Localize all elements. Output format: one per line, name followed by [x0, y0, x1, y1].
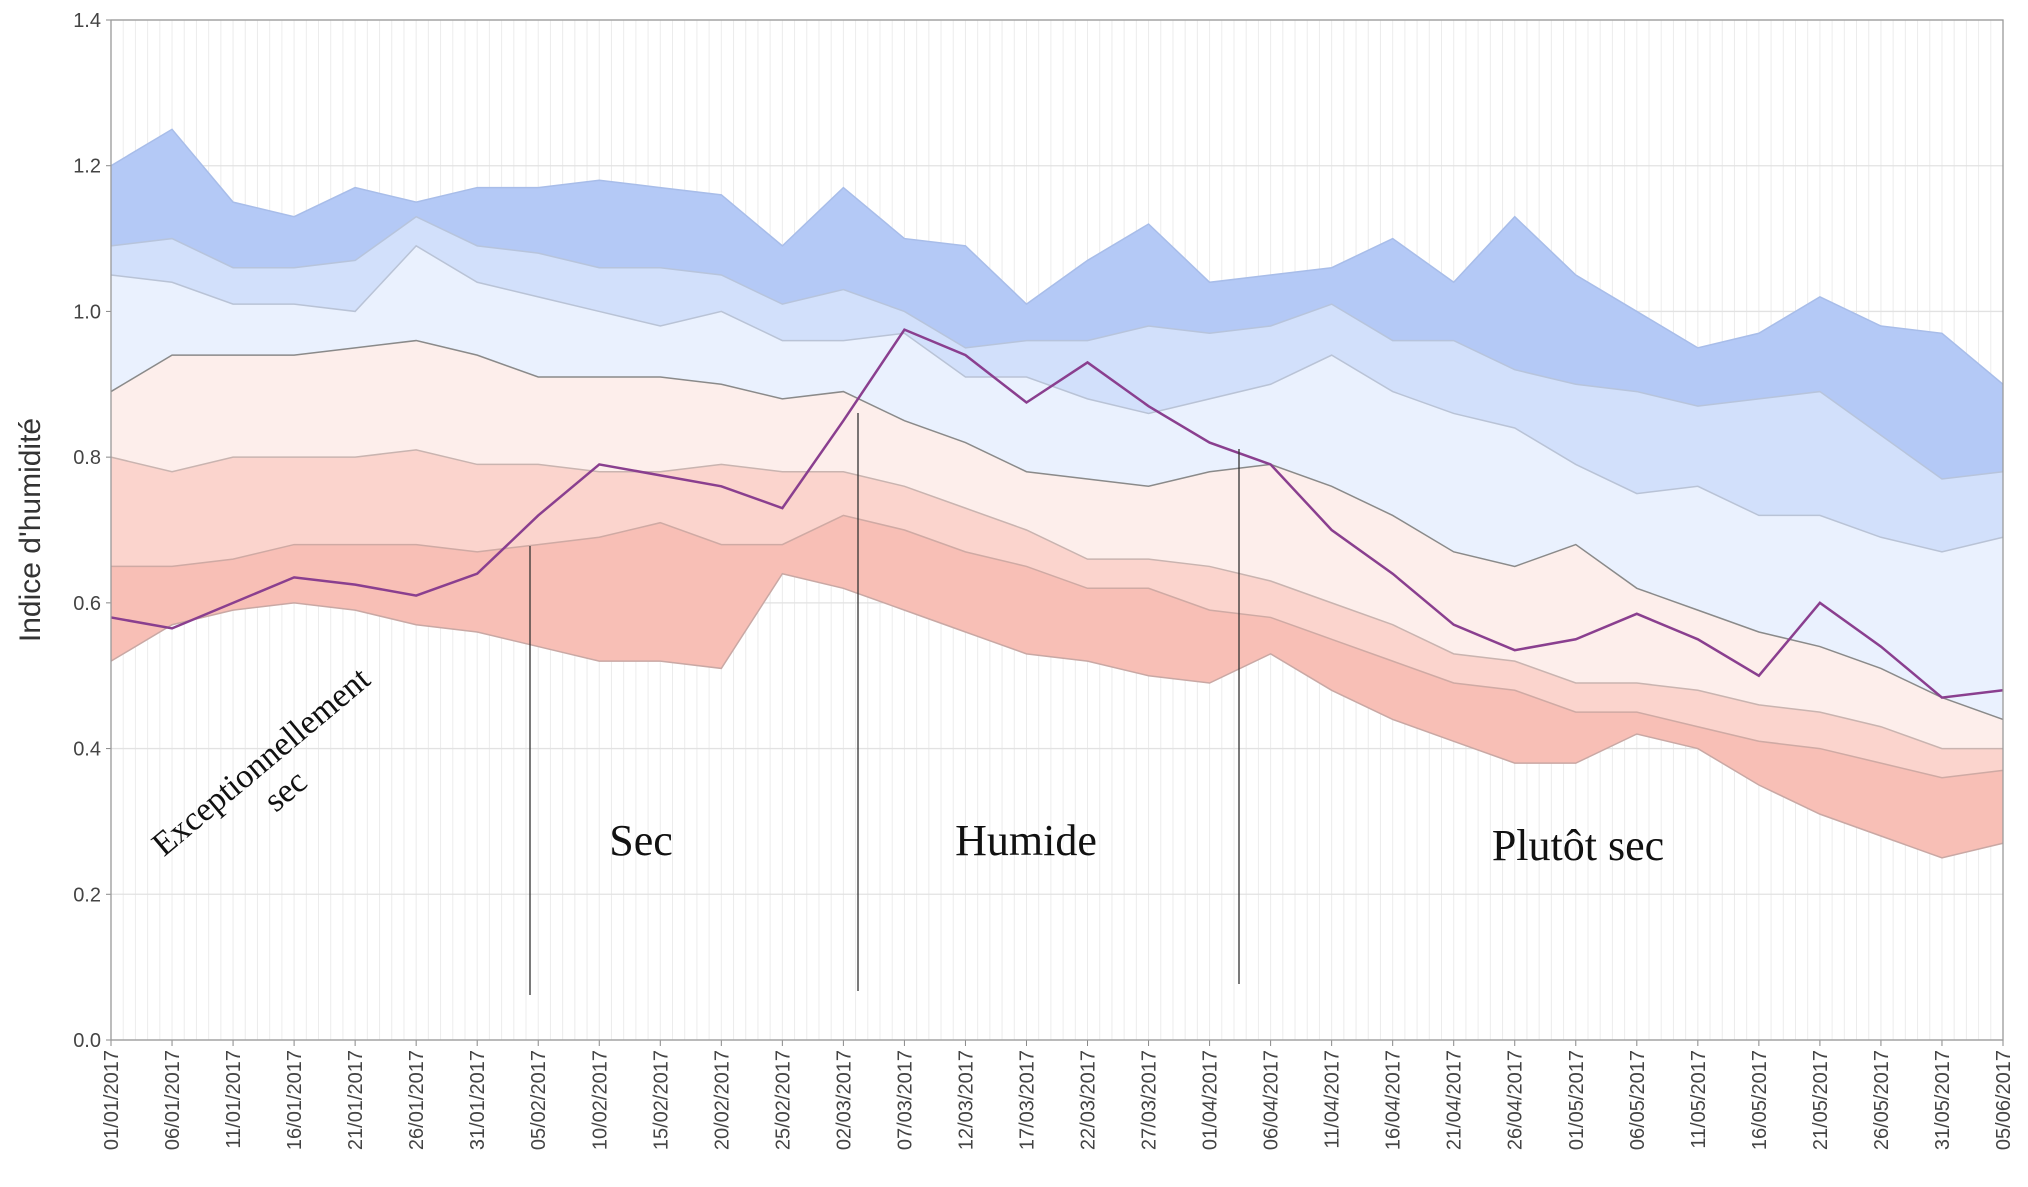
x-tick-label: 05/06/2017 — [1993, 1050, 2015, 1150]
y-tick-label: 0.4 — [73, 739, 101, 761]
x-tick-label: 12/03/2017 — [955, 1050, 977, 1150]
y-tick-label: 0.0 — [73, 1030, 101, 1052]
x-tick-label: 02/03/2017 — [833, 1050, 855, 1150]
x-tick-label: 10/02/2017 — [589, 1050, 611, 1150]
x-tick-label: 25/02/2017 — [772, 1050, 794, 1150]
x-tick-label: 22/03/2017 — [1078, 1050, 1100, 1150]
band-boundary — [110, 128, 2004, 385]
band-boundary — [110, 449, 2003, 750]
x-tick-label: 05/02/2017 — [528, 1050, 550, 1150]
band-fill — [111, 515, 2003, 858]
x-tick-label: 06/01/2017 — [162, 1050, 184, 1150]
band-fill — [111, 129, 2003, 480]
x-tick-label: 16/05/2017 — [1749, 1050, 1771, 1150]
x-tick-label: 01/05/2017 — [1566, 1050, 1588, 1150]
x-tick-label: 06/04/2017 — [1261, 1050, 1283, 1150]
x-tick-label: 07/03/2017 — [894, 1050, 916, 1150]
x-tick-label: 31/05/2017 — [1932, 1050, 1954, 1150]
band-fill — [111, 216, 2003, 552]
x-tick-label: 21/05/2017 — [1810, 1050, 1832, 1150]
annotation-line: Humide — [955, 816, 1097, 865]
x-tick-label: 06/05/2017 — [1627, 1050, 1649, 1150]
x-tick-label: 27/03/2017 — [1139, 1050, 1161, 1150]
x-tick-label: 21/04/2017 — [1444, 1050, 1466, 1150]
annotation-line: Plutôt sec — [1492, 821, 1664, 870]
annotation: Plutôt sec — [1492, 821, 1664, 870]
x-tick-label: 01/01/2017 — [101, 1050, 123, 1150]
y-tick-label: 1.2 — [73, 156, 101, 178]
band-boundary — [110, 572, 2004, 859]
plot-frame — [110, 19, 2004, 1041]
x-tick-label: 16/01/2017 — [284, 1050, 306, 1150]
annotation-line: Sec — [609, 816, 673, 865]
annotation: Sec — [609, 816, 673, 865]
x-tick-label: 20/02/2017 — [711, 1050, 733, 1150]
y-tick-label: 0.2 — [73, 884, 101, 906]
annotation: Humide — [955, 816, 1097, 865]
x-tick-label: 17/03/2017 — [1016, 1050, 1038, 1150]
line — [110, 328, 2004, 699]
band-boundary — [110, 215, 2004, 480]
x-tick-label: 11/01/2017 — [223, 1050, 245, 1149]
band-boundary — [110, 339, 2004, 721]
x-tick-label: 26/01/2017 — [406, 1050, 428, 1150]
y-tick-label: 0.8 — [73, 447, 101, 469]
band-fill — [111, 245, 2003, 720]
x-tick-label: 01/04/2017 — [1200, 1050, 1222, 1150]
x-tick-label: 26/04/2017 — [1505, 1050, 1527, 1150]
band-boundary — [110, 244, 2004, 553]
x-tick-label: 15/02/2017 — [650, 1050, 672, 1150]
x-tick-label: 11/04/2017 — [1322, 1050, 1344, 1149]
y-tick-label: 1.0 — [73, 301, 101, 323]
x-tick-label: 31/01/2017 — [467, 1050, 489, 1150]
x-tick-label: 21/01/2017 — [345, 1050, 367, 1150]
x-tick-label: 26/05/2017 — [1871, 1050, 1893, 1150]
x-tick-label: 11/05/2017 — [1688, 1050, 1710, 1149]
y-tick-label: 1.4 — [73, 10, 101, 32]
y-axis-label: Indice d'humidité — [14, 418, 47, 642]
x-tick-label: 16/04/2017 — [1383, 1050, 1405, 1150]
band-boundary — [111, 514, 2004, 779]
y-tick-label: 0.6 — [73, 593, 101, 615]
